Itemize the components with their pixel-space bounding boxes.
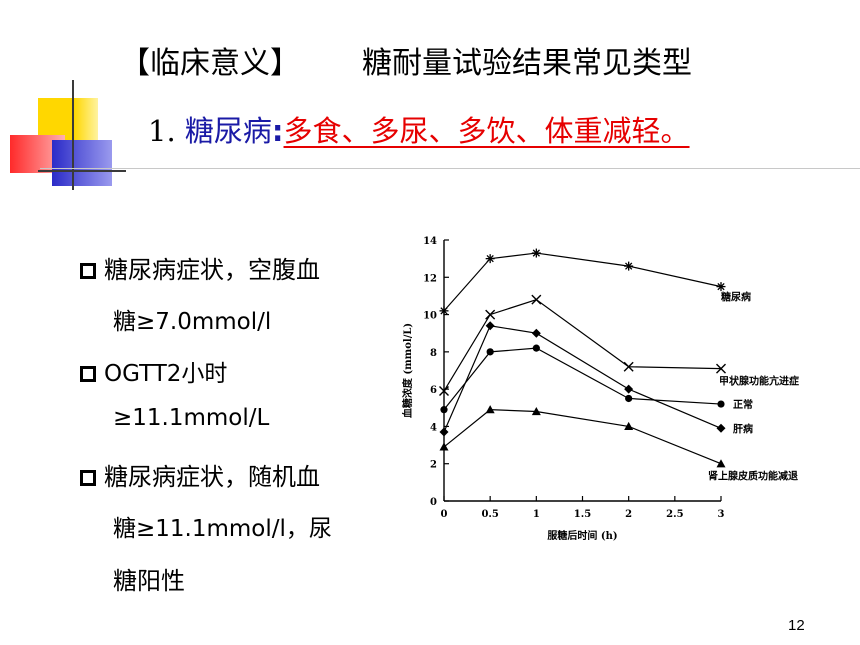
series-label-1: 糖尿病: [721, 291, 751, 304]
data-point: [440, 406, 448, 414]
series-line-1: [443, 252, 722, 312]
series-label-3: 正常: [733, 398, 753, 411]
data-point: [485, 254, 495, 264]
bullet-item-1: 糖尿病症状，空腹血: [80, 250, 320, 285]
data-point: [531, 328, 541, 338]
bullet-2-line-2: ≥11.1mmol/L: [113, 405, 270, 431]
data-point: [531, 294, 542, 305]
subtitle-description: 多食、多尿、多饮、体重减轻。: [283, 114, 690, 148]
decor-horizontal-line: [38, 170, 126, 172]
x-tick-label: 0.5: [481, 509, 498, 520]
x-tick-label: 1: [533, 509, 540, 520]
bullet-item-2: OGTT2小时: [80, 354, 227, 388]
data-point: [485, 321, 495, 331]
series-line-5: [443, 409, 722, 465]
series-line-2: [443, 298, 722, 392]
subtitle-colon: :: [271, 114, 284, 148]
data-point: [625, 394, 633, 403]
bullet-1-line-2: 糖≥7.0mmol/l: [113, 309, 272, 335]
bullet-3-line-3: 糖阳性: [113, 567, 185, 595]
series-label-5: 肾上腺皮质功能减退: [708, 470, 798, 483]
x-tick-label: 0: [441, 509, 448, 520]
x-tick-label: 2: [625, 509, 632, 520]
data-point: [716, 363, 726, 374]
square-bullet-icon: [80, 366, 96, 382]
y-tick-label: 8: [430, 348, 437, 359]
bullet-1-line-1: 糖尿病症状，空腹血: [104, 256, 320, 284]
data-point: [623, 361, 634, 372]
data-point: [624, 261, 634, 271]
data-point: [624, 421, 634, 431]
x-tick-label: 1.5: [574, 509, 591, 520]
data-point: [531, 407, 541, 416]
data-point: [485, 309, 496, 320]
x-tick-label: 3: [718, 509, 725, 520]
y-tick-label: 4: [430, 422, 437, 433]
data-point: [439, 427, 449, 437]
subtitle-number: 1.: [148, 114, 176, 148]
series-line-3: [443, 347, 722, 411]
y-tick-label: 2: [430, 460, 437, 471]
data-point: [486, 348, 494, 356]
data-point: [624, 384, 634, 394]
bullet-2-line-1: OGTT2小时: [104, 361, 228, 387]
subtitle-keyword: 糖尿病: [184, 114, 272, 148]
data-point: [439, 442, 449, 451]
y-tick-label: 14: [423, 236, 437, 247]
square-bullet-icon: [80, 263, 96, 279]
data-point: [717, 400, 725, 408]
x-tick-label: 2.5: [666, 509, 683, 520]
data-point: [716, 423, 726, 433]
slide-subtitle: 1. 糖尿病:多食、多尿、多饮、体重减轻。: [148, 108, 690, 150]
y-tick-label: 12: [423, 273, 437, 284]
data-point: [531, 248, 541, 258]
title-right: 糖耐量试验结果常见类型: [362, 46, 692, 81]
series-line-4: [443, 325, 722, 433]
decor-blue-square: [52, 140, 112, 186]
page-number: 12: [788, 617, 805, 634]
data-point: [439, 306, 449, 316]
y-tick-label: 10: [423, 311, 437, 322]
header-divider: [40, 168, 860, 169]
y-axis-label: 血糖浓度 (mmol/L): [401, 323, 414, 418]
square-bullet-icon: [80, 470, 96, 486]
series-label-4: 肝病: [733, 422, 753, 435]
decor-vertical-line: [72, 80, 74, 190]
x-axis-label: 服糖后时间 (h): [547, 529, 617, 542]
data-point: [716, 282, 726, 292]
y-tick-label: 0: [430, 497, 437, 508]
decor-corner-block: [0, 0, 130, 200]
y-tick-label: 6: [430, 385, 437, 396]
data-point: [532, 344, 540, 352]
bullet-3-line-1: 糖尿病症状，随机血: [104, 463, 320, 491]
data-point: [716, 459, 726, 468]
bullet-3-line-2: 糖≥11.1mmol/l，尿: [113, 516, 332, 542]
data-point: [439, 386, 449, 397]
series-label-2: 甲状腺功能亢进症: [719, 375, 799, 388]
title-left: 【临床意义】: [120, 46, 300, 81]
bullet-item-3: 糖尿病症状，随机血: [80, 457, 320, 492]
data-point: [485, 405, 495, 414]
slide-title: 【临床意义】 糖耐量试验结果常见类型: [120, 38, 692, 82]
